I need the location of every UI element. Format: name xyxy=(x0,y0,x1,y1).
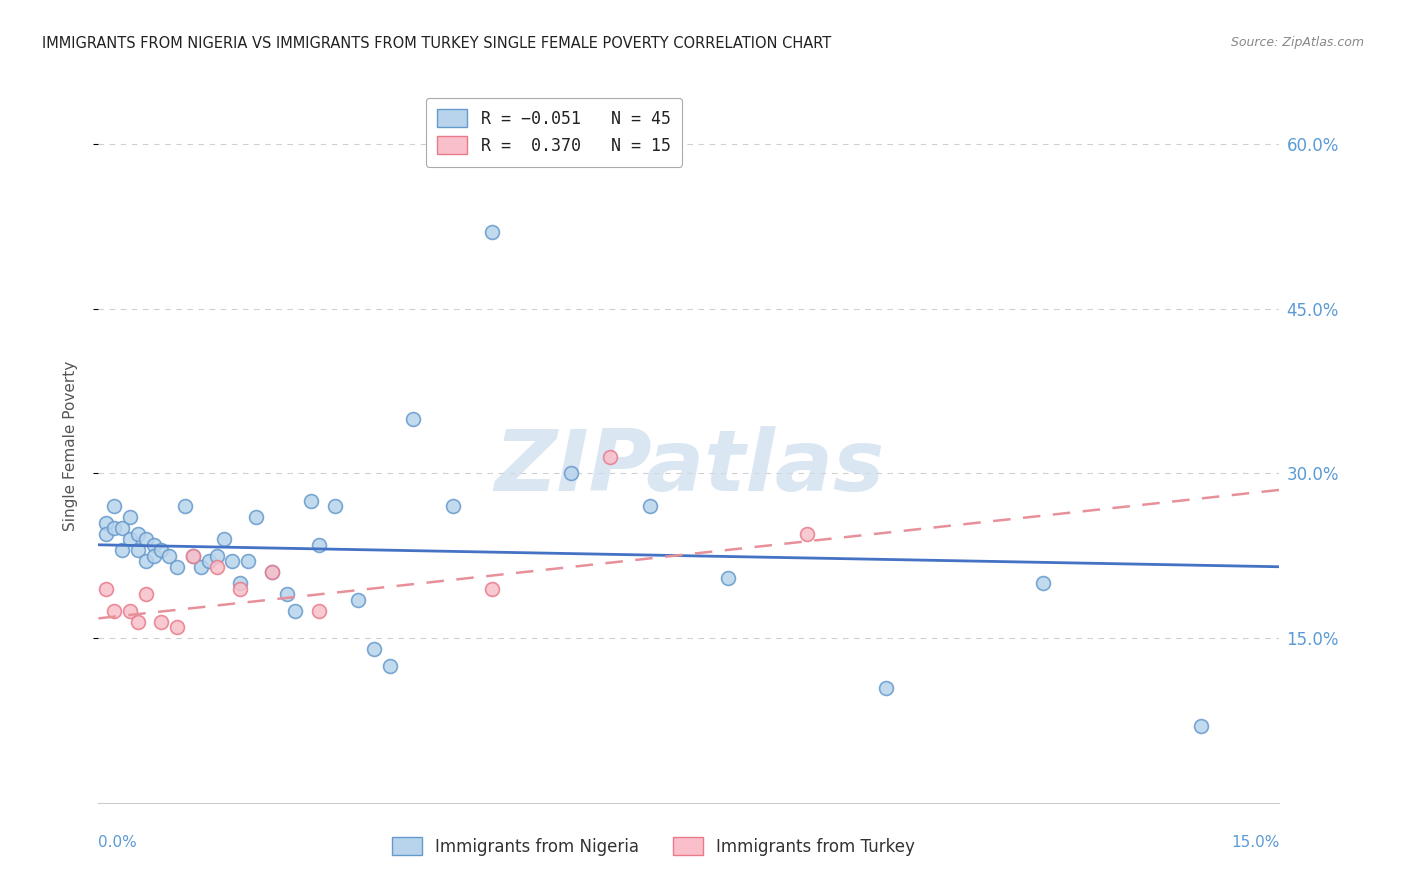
Point xyxy=(481,225,503,239)
Text: 0.0%: 0.0% xyxy=(98,835,138,850)
Text: 15.0%: 15.0% xyxy=(1232,835,1279,850)
Y-axis label: Single Female Poverty: Single Female Poverty xyxy=(63,361,77,531)
Point xyxy=(118,604,141,618)
Text: IMMIGRANTS FROM NIGERIA VS IMMIGRANTS FROM TURKEY SINGLE FEMALE POVERTY CORRELAT: IMMIGRANTS FROM NIGERIA VS IMMIGRANTS FR… xyxy=(42,36,831,51)
Point xyxy=(236,554,259,568)
Point xyxy=(599,450,621,464)
Point xyxy=(1032,576,1054,591)
Point xyxy=(166,559,188,574)
Point xyxy=(245,510,267,524)
Point xyxy=(103,500,125,514)
Point xyxy=(481,582,503,596)
Point xyxy=(205,559,228,574)
Point xyxy=(378,658,401,673)
Point xyxy=(135,554,157,568)
Point xyxy=(111,543,134,558)
Point xyxy=(135,533,157,547)
Point xyxy=(150,615,173,629)
Text: ZIPatlas: ZIPatlas xyxy=(494,425,884,509)
Point xyxy=(103,604,125,618)
Point xyxy=(260,566,283,580)
Point xyxy=(96,516,118,530)
Point xyxy=(181,549,204,563)
Legend: Immigrants from Nigeria, Immigrants from Turkey: Immigrants from Nigeria, Immigrants from… xyxy=(382,827,925,866)
Point xyxy=(299,494,322,508)
Point xyxy=(308,538,330,552)
Point xyxy=(142,549,165,563)
Point xyxy=(118,533,141,547)
Point xyxy=(1189,719,1212,733)
Point xyxy=(150,543,173,558)
Point xyxy=(717,571,740,585)
Point xyxy=(308,604,330,618)
Point xyxy=(229,582,252,596)
Point xyxy=(796,526,818,541)
Point xyxy=(221,554,243,568)
Point xyxy=(157,549,180,563)
Point xyxy=(103,521,125,535)
Point xyxy=(127,526,149,541)
Point xyxy=(441,500,464,514)
Point xyxy=(875,681,897,695)
Point xyxy=(135,587,157,601)
Point xyxy=(197,554,219,568)
Point xyxy=(142,538,165,552)
Point xyxy=(214,533,236,547)
Point xyxy=(205,549,228,563)
Point xyxy=(347,592,370,607)
Point xyxy=(190,559,212,574)
Point xyxy=(638,500,661,514)
Point xyxy=(127,543,149,558)
Point xyxy=(118,510,141,524)
Point xyxy=(181,549,204,563)
Point xyxy=(96,526,118,541)
Point xyxy=(402,411,425,425)
Point xyxy=(260,566,283,580)
Point xyxy=(96,582,118,596)
Point xyxy=(166,620,188,634)
Point xyxy=(323,500,346,514)
Text: Source: ZipAtlas.com: Source: ZipAtlas.com xyxy=(1230,36,1364,49)
Point xyxy=(111,521,134,535)
Point xyxy=(284,604,307,618)
Point xyxy=(560,467,582,481)
Point xyxy=(127,615,149,629)
Point xyxy=(229,576,252,591)
Point xyxy=(174,500,197,514)
Point xyxy=(276,587,298,601)
Point xyxy=(363,642,385,657)
